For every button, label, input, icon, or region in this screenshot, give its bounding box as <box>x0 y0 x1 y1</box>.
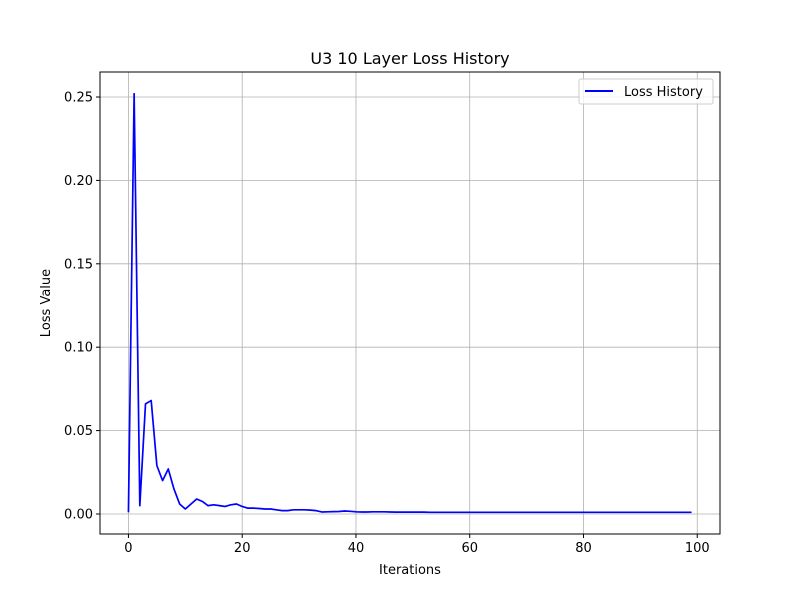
loss-history-line <box>127 92 692 514</box>
legend-label: Loss History <box>624 85 703 100</box>
x-tick-label: 100 <box>685 541 710 556</box>
y-tick-label: 0.25 <box>64 91 93 106</box>
grid <box>100 72 720 534</box>
legend: Loss History <box>578 78 714 105</box>
y-tick-label: 0.10 <box>64 341 93 356</box>
y-tick-label: 0.20 <box>64 174 93 189</box>
x-tick-label: 0 <box>124 541 132 556</box>
chart-title: U3 10 Layer Loss History <box>310 49 509 68</box>
x-tick-label: 20 <box>234 541 251 556</box>
y-tick-label: 0.15 <box>64 257 93 272</box>
y-tick-label: 0.00 <box>64 507 93 522</box>
x-axis-label: Iterations <box>379 563 441 578</box>
x-tick-label: 40 <box>348 541 365 556</box>
y-tick-label: 0.05 <box>64 424 93 439</box>
x-tick-label: 60 <box>461 541 478 556</box>
x-tick-label: 80 <box>575 541 592 556</box>
axes-frame <box>99 71 721 535</box>
legend-box <box>578 78 714 105</box>
ticks: 0 20 40 60 80 100 0.00 0.05 0.10 0.15 0.20 0.25 <box>64 91 710 556</box>
y-axis-label: Loss Value <box>39 269 54 337</box>
plot-lines <box>127 92 692 514</box>
